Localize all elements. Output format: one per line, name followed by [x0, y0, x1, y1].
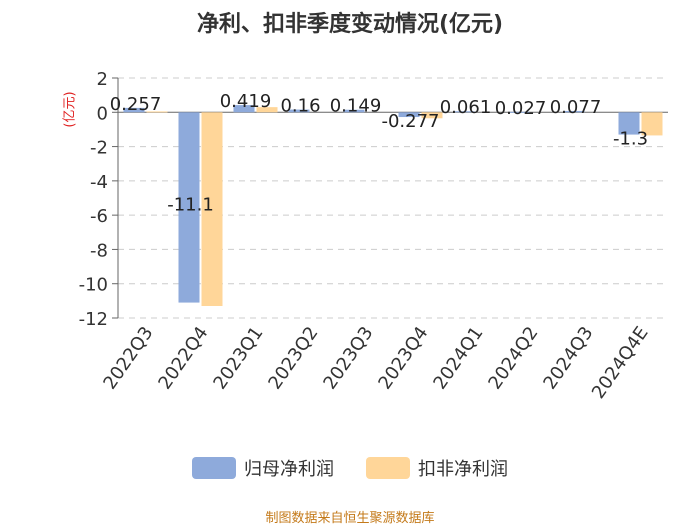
data-label: 0.419 — [220, 91, 272, 112]
legend-label-deducted-profit: 扣非净利润 — [418, 459, 508, 480]
x-tick-label: 2022Q4 — [154, 323, 212, 394]
data-label: 0.077 — [550, 97, 602, 118]
legend-item-deducted-profit[interactable]: 扣非净利润 — [366, 455, 508, 481]
data-label: 0.061 — [440, 97, 492, 118]
source-note: 制图数据来自恒生聚源数据库 — [265, 511, 435, 526]
data-label: 0.027 — [495, 98, 547, 119]
x-tick-label: 2024Q4E — [588, 323, 653, 403]
bar-net-profit[interactable] — [288, 109, 310, 113]
legend-swatch-deducted-profit — [366, 457, 410, 479]
bar-net-profit[interactable] — [563, 110, 585, 113]
y-tick-label: -4 — [90, 172, 108, 193]
bar-deducted-profit[interactable] — [256, 107, 278, 113]
x-tick-label: 2023Q4 — [374, 323, 432, 394]
y-tick-label: -2 — [90, 138, 108, 159]
x-tick-label: 2024Q2 — [484, 323, 542, 394]
y-tick-label: 0 — [97, 103, 108, 124]
bar-net-profit[interactable] — [453, 111, 475, 113]
bar-net-profit[interactable] — [398, 112, 420, 118]
y-tick-label: 2 — [97, 69, 108, 90]
legend-swatch-net-profit — [192, 457, 236, 479]
data-label: 0.257 — [110, 94, 162, 115]
x-tick-label: 2023Q1 — [209, 323, 267, 394]
x-tick-label: 2023Q3 — [319, 323, 377, 394]
bar-net-profit[interactable] — [508, 111, 530, 113]
bar-deducted-profit[interactable] — [641, 112, 663, 136]
y-tick-label: -12 — [79, 309, 108, 330]
data-label: -0.277 — [381, 111, 439, 132]
data-label: -1.3 — [613, 129, 648, 150]
y-tick-label: -10 — [79, 275, 108, 296]
bar-net-profit[interactable] — [123, 107, 145, 113]
legend-label-net-profit: 归母净利润 — [244, 459, 334, 480]
x-tick-label: 2022Q3 — [99, 323, 157, 394]
bar-deducted-profit[interactable] — [146, 111, 168, 113]
bar-deducted-profit[interactable] — [421, 112, 443, 119]
x-tick-label: 2024Q3 — [539, 323, 597, 394]
legend: 归母净利润 扣非净利润 — [0, 455, 700, 481]
bar-net-profit[interactable] — [178, 112, 200, 303]
data-label: 0.16 — [280, 96, 320, 117]
data-label: 0.149 — [330, 96, 382, 117]
y-tick-label: -6 — [90, 206, 108, 227]
x-tick-label: 2023Q2 — [264, 323, 322, 394]
bar-net-profit[interactable] — [343, 109, 365, 113]
bar-net-profit[interactable] — [618, 112, 640, 135]
x-tick-label: 2024Q1 — [429, 323, 487, 394]
data-label: -11.1 — [167, 195, 214, 216]
legend-item-net-profit[interactable]: 归母净利润 — [192, 455, 334, 481]
bar-deducted-profit[interactable] — [201, 112, 223, 307]
bar-net-profit[interactable] — [233, 105, 255, 113]
y-tick-label: -8 — [90, 240, 108, 261]
chart-title: 净利、扣非季度变动情况(亿元) — [196, 12, 504, 37]
